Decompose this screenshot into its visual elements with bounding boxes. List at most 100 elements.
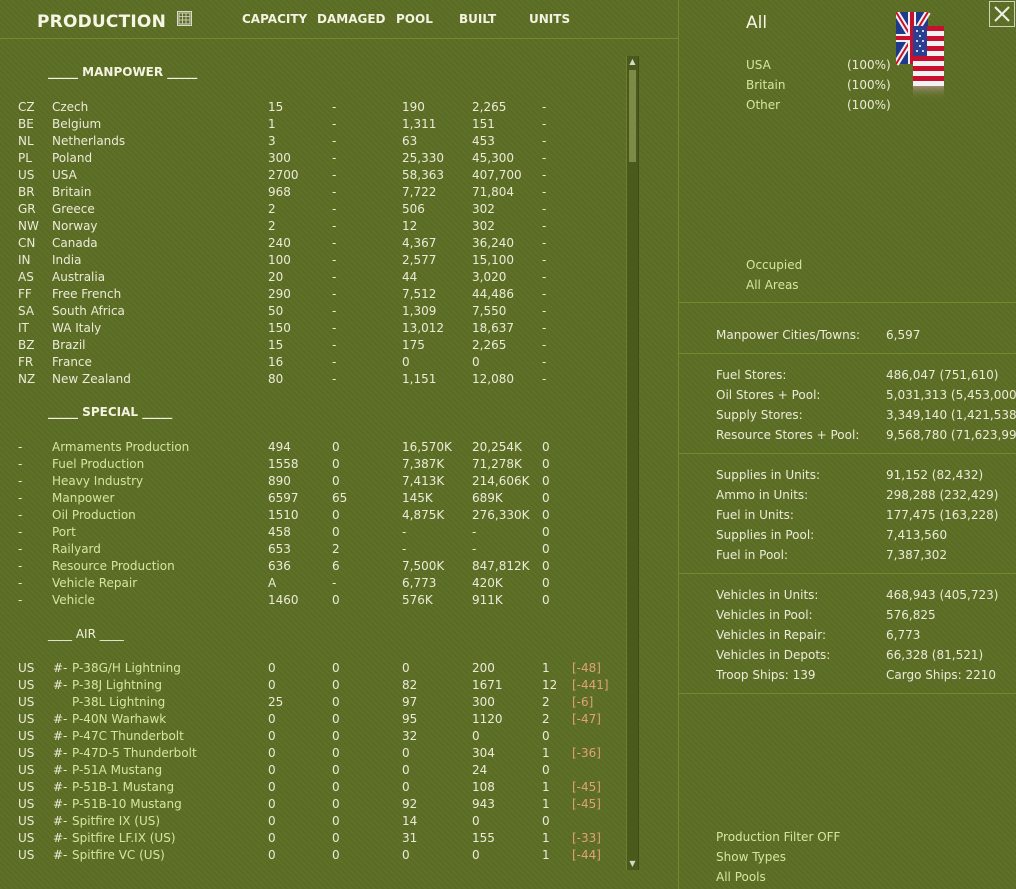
manpower-cell-code: CZ [18, 100, 35, 114]
list-scrollbar[interactable]: ▲ ▼ [626, 56, 639, 870]
special-cell-units: 0 [542, 593, 550, 607]
manpower-cell-capacity: 15 [268, 100, 284, 114]
manpower-cell-pool: 190 [402, 100, 425, 114]
faction-title: All [746, 13, 768, 33]
stat-label: Oil Stores + Pool: [716, 388, 821, 402]
air-cell-built: 1671 [472, 678, 503, 692]
manpower-cell-name: Poland [52, 151, 93, 165]
manpower-cell-damaged: - [332, 321, 337, 335]
close-button[interactable] [989, 1, 1015, 27]
air-cell-name[interactable]: Spitfire LF.IX (US) [72, 831, 176, 845]
close-icon[interactable] [993, 5, 1011, 23]
manpower-cell-name: Australia [52, 270, 106, 284]
air-cell-damaged: 0 [332, 831, 340, 845]
production-filter-toggle[interactable]: Production Filter OFF [716, 830, 841, 844]
air-cell-name[interactable]: Spitfire IX (US) [72, 814, 161, 828]
occupied-toggle[interactable]: Occupied [746, 258, 803, 272]
manpower-cell-name: Belgium [52, 117, 102, 131]
manpower-cell-damaged: - [332, 219, 337, 233]
manpower-cell-code: NL [18, 134, 34, 148]
air-cell-name[interactable]: P-38L Lightning [72, 695, 166, 709]
all-areas-toggle[interactable]: All Areas [746, 278, 799, 292]
manpower-cell-capacity: 80 [268, 372, 284, 386]
air-cell-units: 1 [542, 661, 550, 675]
special-cell-built: - [472, 525, 477, 539]
air-cell-built: 1120 [472, 712, 503, 726]
nation-other[interactable]: Other [746, 98, 781, 112]
manpower-cell-units: - [542, 100, 547, 114]
special-cell-damaged: 0 [332, 593, 340, 607]
air-cell-code: US [18, 763, 35, 777]
manpower-cell-capacity: 240 [268, 236, 291, 250]
air-cell-name[interactable]: P-51B-10 Mustang [72, 797, 182, 811]
manpower-cell-pool: 44 [402, 270, 418, 284]
air-cell-pool: 0 [402, 746, 410, 760]
manpower-cell-units: - [542, 253, 547, 267]
manpower-cell-damaged: - [332, 151, 337, 165]
col-header-capacity[interactable]: CAPACITY [242, 12, 308, 26]
special-cell-pool: 16,570K [402, 440, 452, 454]
special-cell-built: 911K [472, 593, 503, 607]
special-cell-name[interactable]: Vehicle Repair [52, 576, 138, 590]
header-divider [0, 38, 678, 39]
special-cell-capacity: 458 [268, 525, 291, 539]
stat-value: 3,349,140 (1,421,538) [886, 408, 1016, 422]
grid-icon[interactable] [177, 11, 192, 26]
special-cell-built: 689K [472, 491, 503, 505]
col-header-pool[interactable]: POOL [396, 12, 433, 26]
special-cell-damaged: - [332, 576, 337, 590]
manpower-cell-built: 302 [472, 202, 495, 216]
air-cell-name[interactable]: P-38G/H Lightning [72, 661, 181, 675]
scroll-thumb[interactable] [629, 70, 636, 162]
manpower-cell-units: - [542, 117, 547, 131]
manpower-cell-units: - [542, 202, 547, 216]
air-cell-name[interactable]: P-40N Warhawk [72, 712, 167, 726]
special-cell-name[interactable]: Vehicle [52, 593, 95, 607]
special-cell-name[interactable]: Fuel Production [52, 457, 145, 471]
special-cell-damaged: 2 [332, 542, 340, 556]
air-cell-flag: #- [53, 678, 68, 692]
air-cell-name[interactable]: P-47D-5 Thunderbolt [72, 746, 197, 760]
manpower-cell-pool: 25,330 [402, 151, 444, 165]
air-cell-capacity: 0 [268, 831, 276, 845]
manpower-cell-capacity: 15 [268, 338, 284, 352]
uk-us-flag-icon[interactable] [893, 10, 946, 100]
special-cell-name[interactable]: Railyard [52, 542, 101, 556]
manpower-cell-pool: 58,363 [402, 168, 444, 182]
special-cell-name[interactable]: Heavy Industry [52, 474, 144, 488]
air-cell-built: 304 [472, 746, 495, 760]
col-header-damaged[interactable]: DAMAGED [317, 12, 386, 26]
air-cell-name[interactable]: P-51A Mustang [72, 763, 163, 777]
special-cell-name[interactable]: Manpower [52, 491, 115, 505]
manpower-cell-pool: 1,309 [402, 304, 437, 318]
air-cell-name[interactable]: P-51B-1 Mustang [72, 780, 175, 794]
stat-value: 5,031,313 (5,453,000) [886, 388, 1016, 402]
scroll-down-icon[interactable]: ▼ [629, 859, 636, 868]
manpower-cell-name: Free French [52, 287, 122, 301]
air-cell-code: US [18, 814, 35, 828]
air-cell-units: 0 [542, 729, 550, 743]
show-types-toggle[interactable]: Show Types [716, 850, 787, 864]
nation-usa-pct: (100%) [847, 58, 891, 72]
scroll-up-icon[interactable]: ▲ [629, 57, 636, 66]
all-pools-toggle[interactable]: All Pools [716, 870, 766, 884]
special-cell-name[interactable]: Port [52, 525, 76, 539]
air-cell-name[interactable]: Spitfire VC (US) [72, 848, 165, 862]
stats-divider-5 [679, 693, 1016, 694]
special-cell-name[interactable]: Armaments Production [52, 440, 190, 454]
col-header-built[interactable]: BUILT [459, 12, 497, 26]
special-cell-capacity: 1558 [268, 457, 299, 471]
air-cell-name[interactable]: P-47C Thunderbolt [72, 729, 184, 743]
nation-usa[interactable]: USA [746, 58, 771, 72]
manpower-cell-code: FF [18, 287, 32, 301]
special-cell-name[interactable]: Oil Production [52, 508, 136, 522]
air-cell-loss: [-47] [572, 712, 601, 726]
special-cell-name[interactable]: Resource Production [52, 559, 175, 573]
air-cell-name[interactable]: P-38J Lightning [72, 678, 163, 692]
nation-britain[interactable]: Britain [746, 78, 786, 92]
manpower-cell-built: 302 [472, 219, 495, 233]
col-header-units[interactable]: UNITS [529, 12, 571, 26]
manpower-cell-damaged: - [332, 185, 337, 199]
stat-value: 468,943 (405,723) [886, 588, 999, 602]
special-cell-units: 0 [542, 474, 550, 488]
